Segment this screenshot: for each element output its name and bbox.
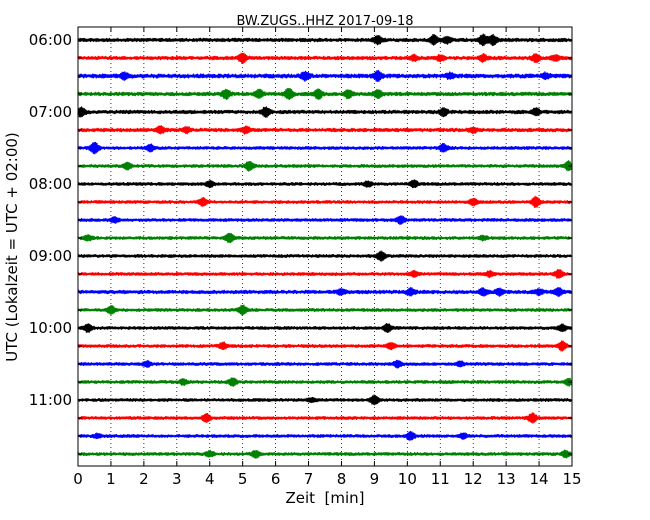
x-tick-label: 1 <box>106 470 116 488</box>
x-tick-label: 9 <box>370 470 380 488</box>
x-tick-label: 6 <box>271 470 281 488</box>
y-axis-label: UTC (Lokalzeit = UTC + 02:00) <box>3 132 21 362</box>
seismic-trace <box>77 125 573 135</box>
x-tick-label: 4 <box>205 470 215 488</box>
x-tick-label: 14 <box>530 470 549 488</box>
seismic-trace <box>77 69 573 82</box>
seismic-trace <box>77 215 573 226</box>
x-tick-label: 8 <box>337 470 347 488</box>
y-tick-label: 09:00 <box>29 247 72 265</box>
seismic-trace <box>77 87 573 101</box>
x-tick-label: 5 <box>238 470 248 488</box>
seismic-trace <box>77 304 573 316</box>
seismic-trace <box>77 269 573 279</box>
seismic-trace <box>77 52 573 64</box>
seismic-trace <box>77 449 573 459</box>
seismic-trace <box>77 160 573 172</box>
x-tick-label: 7 <box>304 470 314 488</box>
x-tick-label: 10 <box>398 470 417 488</box>
seismic-trace <box>77 430 573 441</box>
y-tick-label: 11:00 <box>29 391 72 409</box>
y-tick-label: 08:00 <box>29 175 72 193</box>
x-tick-label: 0 <box>73 470 83 488</box>
seismic-trace <box>77 377 573 387</box>
x-tick-label: 2 <box>139 470 149 488</box>
seismic-trace <box>77 106 573 118</box>
seismic-trace <box>77 340 573 352</box>
x-axis-label: Zeit [min] <box>285 489 364 507</box>
seismic-trace <box>77 412 573 424</box>
seismic-trace <box>77 323 573 333</box>
x-tick-label: 12 <box>464 470 483 488</box>
y-tick-label: 10:00 <box>29 319 72 337</box>
seismic-trace <box>77 394 573 406</box>
plot-frame <box>77 26 573 467</box>
x-axis: 0 1 2 3 4 5 6 7 8 9 10 11 12 13 14 15 <box>73 27 582 488</box>
seismic-trace <box>77 250 573 262</box>
seismic-trace <box>77 179 573 189</box>
y-tick-label: 06:00 <box>29 31 72 49</box>
seismic-trace <box>77 232 573 244</box>
x-tick-label: 13 <box>497 470 516 488</box>
seismic-trace <box>77 141 573 155</box>
x-tick-label: 3 <box>172 470 182 488</box>
seismic-trace <box>77 195 573 208</box>
trace-group <box>77 33 573 459</box>
y-axis: 06:00 07:00 08:00 09:00 10:00 11:00 <box>29 31 572 455</box>
chart-title: BW.ZUGS..HHZ 2017-09-18 <box>236 14 413 29</box>
seismic-trace <box>77 287 573 298</box>
y-tick-label: 07:00 <box>29 103 72 121</box>
seismic-trace <box>77 359 573 369</box>
seismic-trace <box>77 33 573 47</box>
x-tick-label: 11 <box>431 470 450 488</box>
x-tick-label: 15 <box>562 470 581 488</box>
